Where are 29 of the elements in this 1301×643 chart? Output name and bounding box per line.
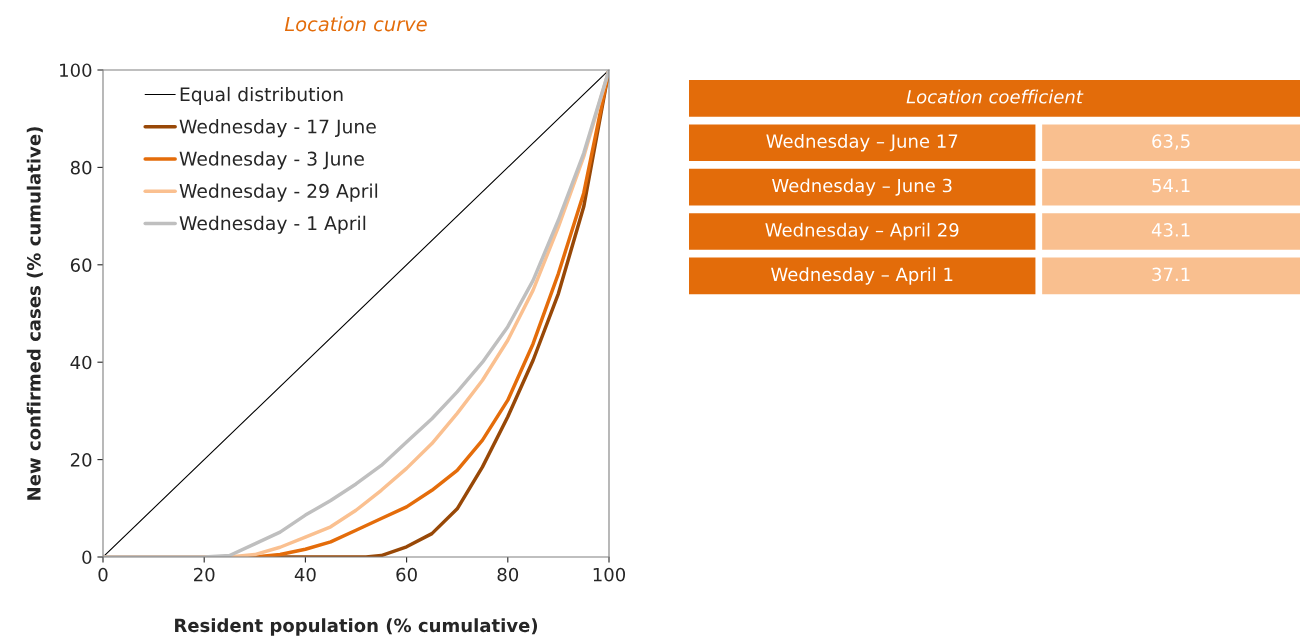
category-label: Wednesday – April 29 bbox=[765, 222, 959, 241]
x-axis-title: Resident population (% cumulative) bbox=[175, 618, 538, 636]
chart-title: Location curve bbox=[284, 16, 427, 32]
y-tick-label: 0 bbox=[82, 550, 92, 565]
legend-label: Wednesday - 1 April bbox=[179, 215, 366, 234]
y-tick-label: 80 bbox=[70, 160, 92, 175]
text: Location coefficient bbox=[906, 89, 1084, 104]
x-tick-label: 100 bbox=[593, 567, 626, 582]
legend-label: Wednesday - 17 June bbox=[179, 119, 376, 138]
legend-label: Wednesday - 29 April bbox=[179, 183, 378, 202]
y-tick-label: 20 bbox=[70, 453, 92, 467]
y-axis-title: New confirmed cases (% cumulative) bbox=[26, 127, 43, 500]
category-label: Wednesday – June 3 bbox=[772, 178, 952, 196]
x-tick-label: 80 bbox=[497, 567, 519, 582]
y-tick-label: 100 bbox=[60, 63, 92, 78]
x-tick-label: 40 bbox=[294, 567, 316, 582]
x-tick-label: 60 bbox=[396, 567, 417, 582]
category-label: Wednesday – June 17 bbox=[766, 133, 958, 152]
y-tick-label: 60 bbox=[70, 258, 92, 272]
legend-label: Equal distribution bbox=[180, 86, 343, 106]
text: 37.1 bbox=[1152, 267, 1190, 282]
category-label: Wednesday – April 1 bbox=[771, 267, 953, 285]
legend-label: Wednesday - 3 June bbox=[179, 151, 364, 170]
x-tick-label: 0 bbox=[98, 567, 108, 582]
x-tick-label: 20 bbox=[194, 567, 215, 582]
text: 54.1 bbox=[1152, 178, 1190, 193]
text: 63,5 bbox=[1152, 134, 1190, 150]
y-tick-label: 40 bbox=[70, 355, 92, 370]
text: 43.1 bbox=[1151, 223, 1190, 237]
